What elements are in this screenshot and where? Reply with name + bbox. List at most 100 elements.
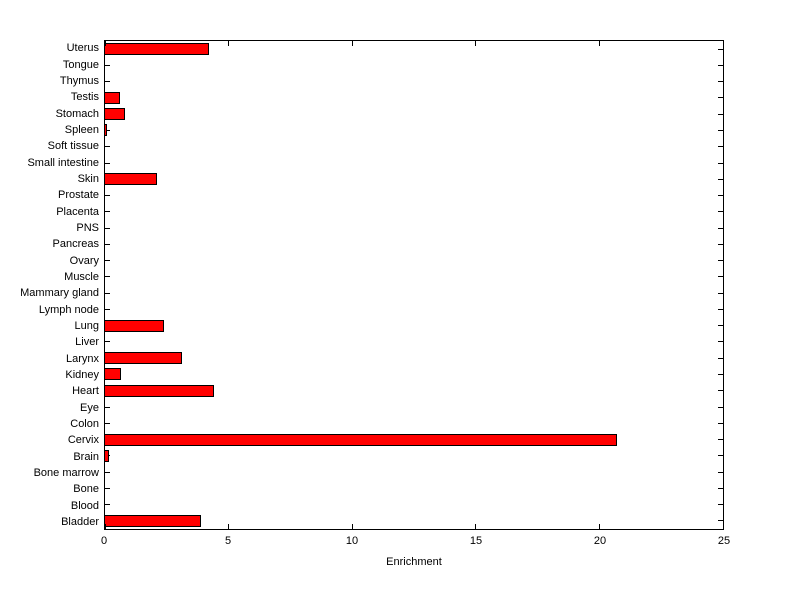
y-tick-label: Bone marrow <box>33 466 99 479</box>
y-tick <box>105 292 110 294</box>
y-tick-label: Brain <box>73 450 99 463</box>
y-tick <box>718 422 723 424</box>
y-tick <box>105 211 110 213</box>
x-tick <box>351 524 353 529</box>
y-tick <box>718 260 723 262</box>
y-tick-label: Testis <box>70 91 99 104</box>
x-tick <box>104 524 106 529</box>
y-tick <box>718 292 723 294</box>
y-tick <box>105 162 110 164</box>
y-tick-label: Uterus <box>66 42 99 55</box>
y-tick-label: Heart <box>72 385 99 398</box>
y-tick <box>718 455 723 457</box>
y-tick-label: Thymus <box>59 74 99 87</box>
y-tick-label: Tongue <box>62 58 99 71</box>
y-tick-label: Skin <box>77 172 99 185</box>
y-tick <box>718 162 723 164</box>
y-tick-label: Cervix <box>67 434 99 447</box>
y-tick-label: Soft tissue <box>47 140 99 153</box>
x-tick-label: 10 <box>345 535 359 547</box>
bar <box>105 91 120 104</box>
y-tick <box>105 227 110 229</box>
y-tick <box>105 195 110 197</box>
x-tick <box>722 524 724 529</box>
y-tick <box>718 439 723 441</box>
y-tick-label: Spleen <box>64 123 99 136</box>
x-tick <box>351 41 353 46</box>
y-tick-label: Small intestine <box>27 156 99 169</box>
y-tick-label: Bladder <box>61 515 99 528</box>
y-tick <box>718 471 723 473</box>
bar <box>105 384 214 397</box>
y-tick <box>718 504 723 506</box>
x-tick-label: 15 <box>469 535 483 547</box>
y-axis-labels: Uterus Tongue Thymus Testis Stomach Spleen Sof… <box>0 40 99 530</box>
y-tick <box>718 97 723 99</box>
y-tick <box>718 390 723 392</box>
x-tick-label: 0 <box>100 535 108 547</box>
y-tick-label: Lymph node <box>38 303 99 316</box>
y-tick-label: Placenta <box>56 205 99 218</box>
bar <box>105 319 165 332</box>
y-tick <box>105 504 110 506</box>
y-tick <box>718 211 723 213</box>
bar <box>105 514 202 527</box>
y-tick-label: Muscle <box>64 270 99 283</box>
y-tick <box>718 64 723 66</box>
y-tick-label: Liver <box>75 336 99 349</box>
y-tick-label: Blood <box>70 499 99 512</box>
y-tick <box>718 113 723 115</box>
y-tick <box>718 325 723 327</box>
y-tick <box>105 81 110 83</box>
y-tick <box>105 260 110 262</box>
y-tick <box>105 406 110 408</box>
y-tick <box>105 308 110 310</box>
y-tick-label: Kidney <box>65 368 99 381</box>
y-tick <box>105 129 110 131</box>
y-tick <box>105 243 110 245</box>
y-tick <box>105 64 110 66</box>
y-tick <box>718 48 723 50</box>
bar <box>105 124 108 137</box>
y-tick <box>718 357 723 359</box>
x-tick-label: 20 <box>593 535 607 547</box>
y-tick-label: Prostate <box>58 189 99 202</box>
y-tick <box>105 341 110 343</box>
y-tick-label: Larynx <box>65 352 99 365</box>
x-tick <box>475 41 477 46</box>
y-tick-label: Pancreas <box>52 238 99 251</box>
y-tick <box>105 422 110 424</box>
y-tick <box>718 129 723 131</box>
bar <box>105 173 157 186</box>
y-tick <box>105 276 110 278</box>
x-tick <box>722 41 724 46</box>
plot-area <box>104 40 724 530</box>
x-tick <box>228 41 230 46</box>
bar <box>105 43 209 56</box>
y-tick-label: PNS <box>76 221 99 234</box>
y-tick <box>718 276 723 278</box>
y-tick <box>718 487 723 489</box>
bar <box>105 352 182 365</box>
y-tick <box>718 308 723 310</box>
y-tick-label: Bone <box>73 483 99 496</box>
y-tick <box>718 146 723 148</box>
y-tick <box>718 178 723 180</box>
x-tick-label: 5 <box>224 535 232 547</box>
x-tick <box>598 41 600 46</box>
x-tick <box>104 41 106 46</box>
y-tick <box>718 243 723 245</box>
x-tick <box>228 524 230 529</box>
y-tick-label: Stomach <box>55 107 99 120</box>
x-axis-label: Enrichment <box>386 556 442 568</box>
y-tick-label: Ovary <box>69 254 99 267</box>
bar <box>105 449 109 462</box>
y-tick <box>718 341 723 343</box>
y-tick <box>718 81 723 83</box>
x-tick <box>598 524 600 529</box>
y-tick-label: Eye <box>80 401 99 414</box>
bar <box>105 108 125 121</box>
y-tick-label: Mammary gland <box>20 287 99 300</box>
x-tick-label: 25 <box>717 535 731 547</box>
